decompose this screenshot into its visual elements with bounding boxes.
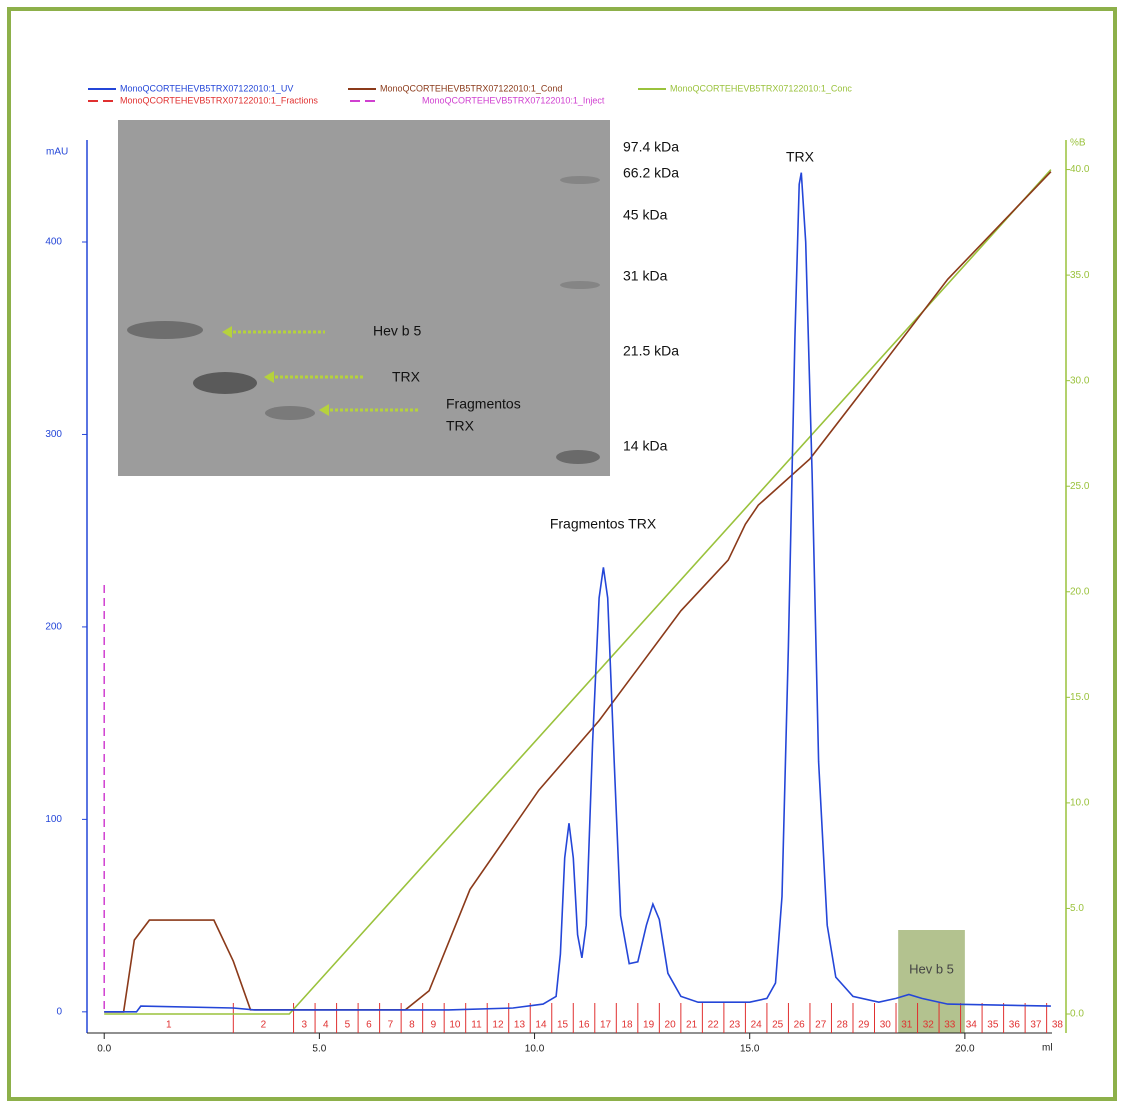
y2-tick-label: 40.0 [1070, 164, 1090, 175]
fraction-label: 24 [751, 1020, 763, 1031]
fraction-label: 30 [880, 1020, 892, 1031]
fraction-label: 27 [815, 1020, 827, 1031]
x-tick-label: 20.0 [955, 1044, 975, 1055]
gel-band [560, 176, 600, 184]
y-tick-label: 0 [56, 1006, 62, 1017]
gel-label: TRX [392, 369, 421, 385]
fraction-label: 3 [302, 1020, 308, 1031]
fraction-label: 21 [686, 1020, 698, 1031]
y2-tick-label: 15.0 [1070, 692, 1090, 703]
fraction-label: 32 [923, 1020, 935, 1031]
legend-label: MonoQCORTEHEVB5TRX07122010:1_Inject [422, 95, 605, 105]
fraction-label: 7 [388, 1020, 394, 1031]
fraction-label: 2 [261, 1020, 267, 1031]
y2-axis-label: %B [1070, 138, 1086, 149]
fraction-label: 9 [431, 1020, 437, 1031]
legend-entry: MonoQCORTEHEVB5TRX07122010:1_Fractions [88, 95, 318, 105]
fraction-label: 1 [166, 1020, 172, 1031]
y-tick-label: 100 [45, 814, 62, 825]
y2-tick-label: 35.0 [1070, 270, 1090, 281]
marker-label: 45 kDa [623, 207, 668, 223]
x-tick-label: 10.0 [525, 1044, 545, 1055]
fraction-label: 17 [600, 1020, 612, 1031]
fraction-label: 12 [492, 1020, 504, 1031]
x-axis-label: ml [1042, 1043, 1053, 1054]
fraction-label: 20 [665, 1020, 677, 1031]
legend-entry: MonoQCORTEHEVB5TRX07122010:1_Conc [638, 83, 852, 93]
fraction-label: 11 [471, 1020, 482, 1031]
highlight-label: Hev b 5 [909, 961, 954, 976]
y2-tick-label: 30.0 [1070, 375, 1090, 386]
legend-label: MonoQCORTEHEVB5TRX07122010:1_Conc [670, 83, 852, 93]
fraction-label: 33 [944, 1020, 956, 1031]
y2-tick-label: 20.0 [1070, 586, 1090, 597]
y-tick-label: 400 [45, 237, 62, 248]
legend-label: MonoQCORTEHEVB5TRX07122010:1_Cond [380, 83, 562, 93]
fraction-label: 16 [578, 1020, 590, 1031]
fraction-label: 8 [409, 1020, 415, 1031]
gel-inset: Hev b 5 TRX Fragmentos TRX 97.4 kDa 66.2… [118, 120, 679, 476]
y2-tick-label: 0.0 [1070, 1009, 1084, 1020]
y-tick-label: 200 [45, 622, 62, 633]
fraction-label: 35 [987, 1020, 999, 1031]
y2-tick-label: 10.0 [1070, 798, 1090, 809]
gel-band [193, 372, 257, 394]
y2-tick-label: 25.0 [1070, 481, 1090, 492]
fraction-label: 18 [622, 1020, 634, 1031]
gel-band [556, 450, 600, 464]
gel-band [560, 281, 600, 289]
fraction-label: 22 [708, 1020, 720, 1031]
x-tick-label: 0.0 [97, 1044, 111, 1055]
marker-label: 66.2 kDa [623, 165, 679, 181]
legend-entry: MonoQCORTEHEVB5TRX07122010:1_Cond [348, 83, 562, 93]
fraction-label: 19 [643, 1020, 655, 1031]
legend-label: MonoQCORTEHEVB5TRX07122010:1_Fractions [120, 95, 318, 105]
legend-label: MonoQCORTEHEVB5TRX07122010:1_UV [120, 83, 293, 93]
fraction-label: 6 [366, 1020, 372, 1031]
fraction-label: 13 [514, 1020, 526, 1031]
marker-label: 14 kDa [623, 438, 668, 454]
fraction-label: 26 [794, 1020, 806, 1031]
fraction-label: 4 [323, 1020, 329, 1031]
annotation: Fragmentos TRX [550, 516, 657, 532]
fraction-label: 5 [345, 1020, 351, 1031]
fraction-label: 25 [772, 1020, 784, 1031]
y2-tick-label: 5.0 [1070, 903, 1084, 914]
gel-label: Fragmentos [446, 396, 521, 412]
fraction-label: 29 [858, 1020, 870, 1031]
x-tick-label: 15.0 [740, 1044, 760, 1055]
annotation: TRX [786, 149, 815, 165]
y-tick-label: 300 [45, 429, 62, 440]
fraction-label: 38 [1052, 1020, 1064, 1031]
fraction-label: 14 [535, 1020, 547, 1031]
gel-label: TRX [446, 418, 475, 434]
gel-band [127, 321, 203, 339]
fraction-label: 15 [557, 1020, 569, 1031]
gel-image [118, 120, 610, 476]
fraction-label: 37 [1030, 1020, 1042, 1031]
x-tick-label: 5.0 [312, 1044, 326, 1055]
marker-label: 21.5 kDa [623, 343, 679, 359]
gel-band [265, 406, 315, 420]
fraction-label: 34 [966, 1020, 978, 1031]
fraction-label: 23 [729, 1020, 741, 1031]
marker-label: 97.4 kDa [623, 139, 679, 155]
fraction-label: 31 [901, 1020, 913, 1031]
fraction-label: 10 [449, 1020, 461, 1031]
gel-label: Hev b 5 [373, 323, 421, 339]
fraction-label: 28 [837, 1020, 849, 1031]
highlight-region [898, 930, 965, 1033]
chart: Hev b 5 TRX Fragmentos TRX 97.4 kDa 66.2… [0, 0, 1124, 1108]
fraction-label: 36 [1009, 1020, 1021, 1031]
y-axis-label: mAU [46, 147, 68, 158]
marker-label: 31 kDa [623, 268, 668, 284]
